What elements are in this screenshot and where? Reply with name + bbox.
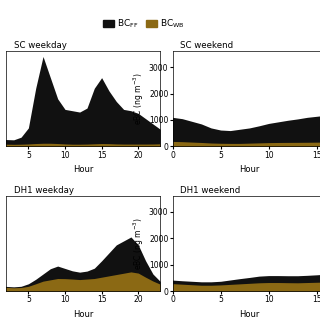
Legend: BC$_{\mathrm{FF}}$, BC$_{\mathrm{WB}}$: BC$_{\mathrm{FF}}$, BC$_{\mathrm{WB}}$ (99, 14, 189, 34)
Y-axis label: eBC (ng m$^{-3}$): eBC (ng m$^{-3}$) (132, 72, 146, 125)
Text: SC weekend: SC weekend (180, 41, 233, 51)
X-axis label: Hour: Hour (73, 310, 93, 319)
Text: DH1 weekday: DH1 weekday (14, 186, 74, 195)
X-axis label: Hour: Hour (239, 310, 260, 319)
X-axis label: Hour: Hour (239, 165, 260, 174)
X-axis label: Hour: Hour (73, 165, 93, 174)
Y-axis label: eBC (ng m$^{-3}$): eBC (ng m$^{-3}$) (132, 217, 146, 270)
Text: DH1 weekend: DH1 weekend (180, 186, 241, 195)
Text: SC weekday: SC weekday (14, 41, 67, 51)
